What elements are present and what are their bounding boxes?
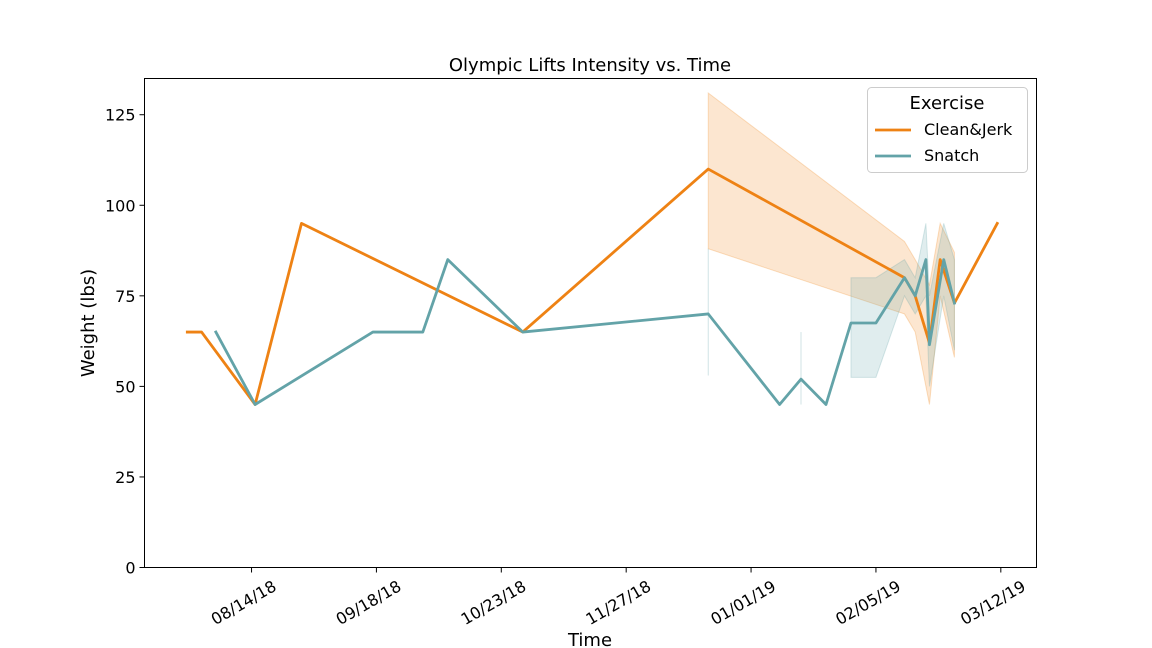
x-tick-label: 09/18/18 xyxy=(333,577,405,629)
series-lines xyxy=(185,167,1000,406)
x-tick-label: 01/01/19 xyxy=(707,577,779,629)
x-tick-label: 08/14/18 xyxy=(208,577,280,629)
legend: Exercise Clean&Jerk Snatch xyxy=(867,87,1028,173)
legend-title: Exercise xyxy=(910,93,985,114)
legend-frame xyxy=(867,87,1028,173)
confidence-band xyxy=(707,91,955,405)
x-axis: 08/14/18 09/18/18 10/23/18 11/27/18 01/01/19… xyxy=(208,567,1029,629)
y-axis: 0 25 50 75 100 125 xyxy=(105,106,145,578)
y-tick-label: 50 xyxy=(115,377,135,396)
y-tick-label: 125 xyxy=(105,106,136,125)
y-tick-label: 25 xyxy=(115,468,135,487)
x-axis-title: Time xyxy=(567,630,612,648)
y-tick-label: 100 xyxy=(105,196,136,215)
legend-label: Clean&Jerk xyxy=(924,120,1013,139)
y-tick-label: 75 xyxy=(115,287,135,306)
x-tick-label: 10/23/18 xyxy=(458,577,530,629)
chart-title: Olympic Lifts Intensity vs. Time xyxy=(449,55,731,76)
x-tick-label: 02/05/19 xyxy=(832,577,904,629)
plot-area-frame xyxy=(144,78,1037,568)
y-tick-label: 0 xyxy=(125,559,135,578)
x-tick-label: 03/12/19 xyxy=(957,577,1029,629)
series-line xyxy=(213,258,957,406)
legend-label: Snatch xyxy=(924,146,979,165)
y-axis-title: Weight (lbs) xyxy=(78,269,99,377)
x-tick-label: 11/27/18 xyxy=(582,577,654,629)
